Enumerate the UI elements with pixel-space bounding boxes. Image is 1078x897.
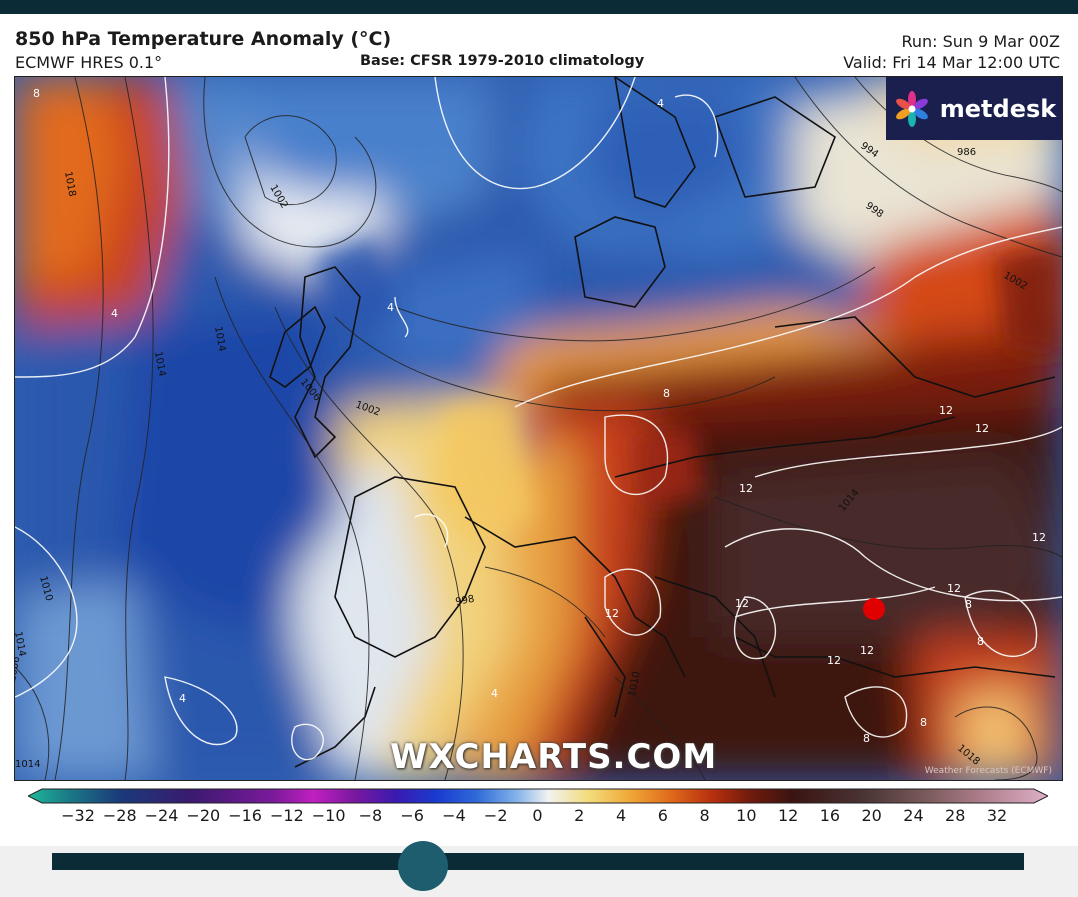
colorbar-tick-label: −16: [228, 806, 262, 825]
anomaly-label: 12: [735, 597, 749, 610]
colorbar-tick-label: −32: [61, 806, 95, 825]
location-marker[interactable]: [863, 598, 885, 620]
colorbar: [28, 788, 1048, 804]
colorbar-tick-label: −8: [359, 806, 383, 825]
anomaly-label: 12: [939, 404, 953, 417]
anomaly-label: 8: [33, 87, 40, 100]
valid-label: Valid: Fri 14 Mar 12:00 UTC: [843, 53, 1060, 72]
colorbar-tick-label: −20: [186, 806, 220, 825]
climatology-label: Base: CFSR 1979-2010 climatology: [360, 53, 644, 69]
colorbar-tick-label: 32: [987, 806, 1007, 825]
anomaly-label: 8: [663, 387, 670, 400]
colorbar-tick-label: 16: [820, 806, 840, 825]
colorbar-tick-label: 6: [658, 806, 668, 825]
colorbar-tick-label: 20: [861, 806, 881, 825]
colorbar-tick-label: 12: [778, 806, 798, 825]
colorbar-ticks: −32 −28 −24 −20 −16 −12 −10 −8 −6 −4 −2 0 2 4 6 8 10 12 16…: [0, 806, 1078, 830]
colorbar-tick-label: −10: [312, 806, 346, 825]
anomaly-label: 4: [111, 307, 118, 320]
anomaly-label: 12: [947, 582, 961, 595]
model-label: ECMWF HRES 0.1°: [15, 53, 162, 72]
logo-text: metdesk: [940, 95, 1056, 123]
anomaly-label: 4: [657, 97, 664, 110]
colorbar-tick-label: −24: [145, 806, 179, 825]
colorbar-tick-label: −12: [270, 806, 304, 825]
top-bar: [0, 0, 1078, 14]
anomaly-map: 1018 1002 1014 1014 1006 1002 1014 1010 …: [14, 76, 1063, 781]
anomaly-label: 12: [860, 644, 874, 657]
colorbar-tick-label: 4: [616, 806, 626, 825]
anomaly-label: 12: [975, 422, 989, 435]
colorbar-tick-label: −4: [442, 806, 466, 825]
colorbar-tick-label: 24: [903, 806, 923, 825]
slider-track[interactable]: [52, 853, 1024, 870]
isobar-label: 1014: [15, 759, 40, 770]
data-credit: Weather Forecasts (ECMWF): [925, 766, 1052, 776]
map-canvas: 1018 1002 1014 1014 1006 1002 1014 1010 …: [15, 77, 1062, 780]
anomaly-label: 12: [1032, 531, 1046, 544]
anomaly-label: 8: [965, 598, 972, 611]
colorbar-tick-label: −28: [103, 806, 137, 825]
chart-title: 850 hPa Temperature Anomaly (°C): [15, 28, 391, 50]
anomaly-label: 8: [977, 635, 984, 648]
anomaly-label: 4: [491, 687, 498, 700]
colorbar-tick-label: −2: [484, 806, 508, 825]
colorbar-tick-label: 0: [532, 806, 542, 825]
isobar-label: 986: [957, 147, 976, 158]
colorbar-tick-label: 2: [574, 806, 584, 825]
anomaly-label: 12: [827, 654, 841, 667]
flower-icon: [892, 89, 932, 129]
anomaly-label: 8: [863, 732, 870, 745]
anomaly-label: 12: [605, 607, 619, 620]
colorbar-tick-label: 28: [945, 806, 965, 825]
anomaly-label: 4: [179, 692, 186, 705]
metdesk-logo: metdesk: [886, 77, 1062, 140]
time-slider: [0, 846, 1078, 897]
anomaly-label: 8: [920, 716, 927, 729]
anomaly-label: 4: [387, 301, 394, 314]
colorbar-tick-label: 10: [736, 806, 756, 825]
watermark: WXCHARTS.COM: [390, 737, 710, 777]
colorbar-tick-label: 8: [699, 806, 709, 825]
run-label: Run: Sun 9 Mar 00Z: [901, 32, 1060, 51]
colorbar-tick-label: −6: [400, 806, 424, 825]
anomaly-label: 12: [739, 482, 753, 495]
slider-knob[interactable]: [398, 841, 448, 891]
